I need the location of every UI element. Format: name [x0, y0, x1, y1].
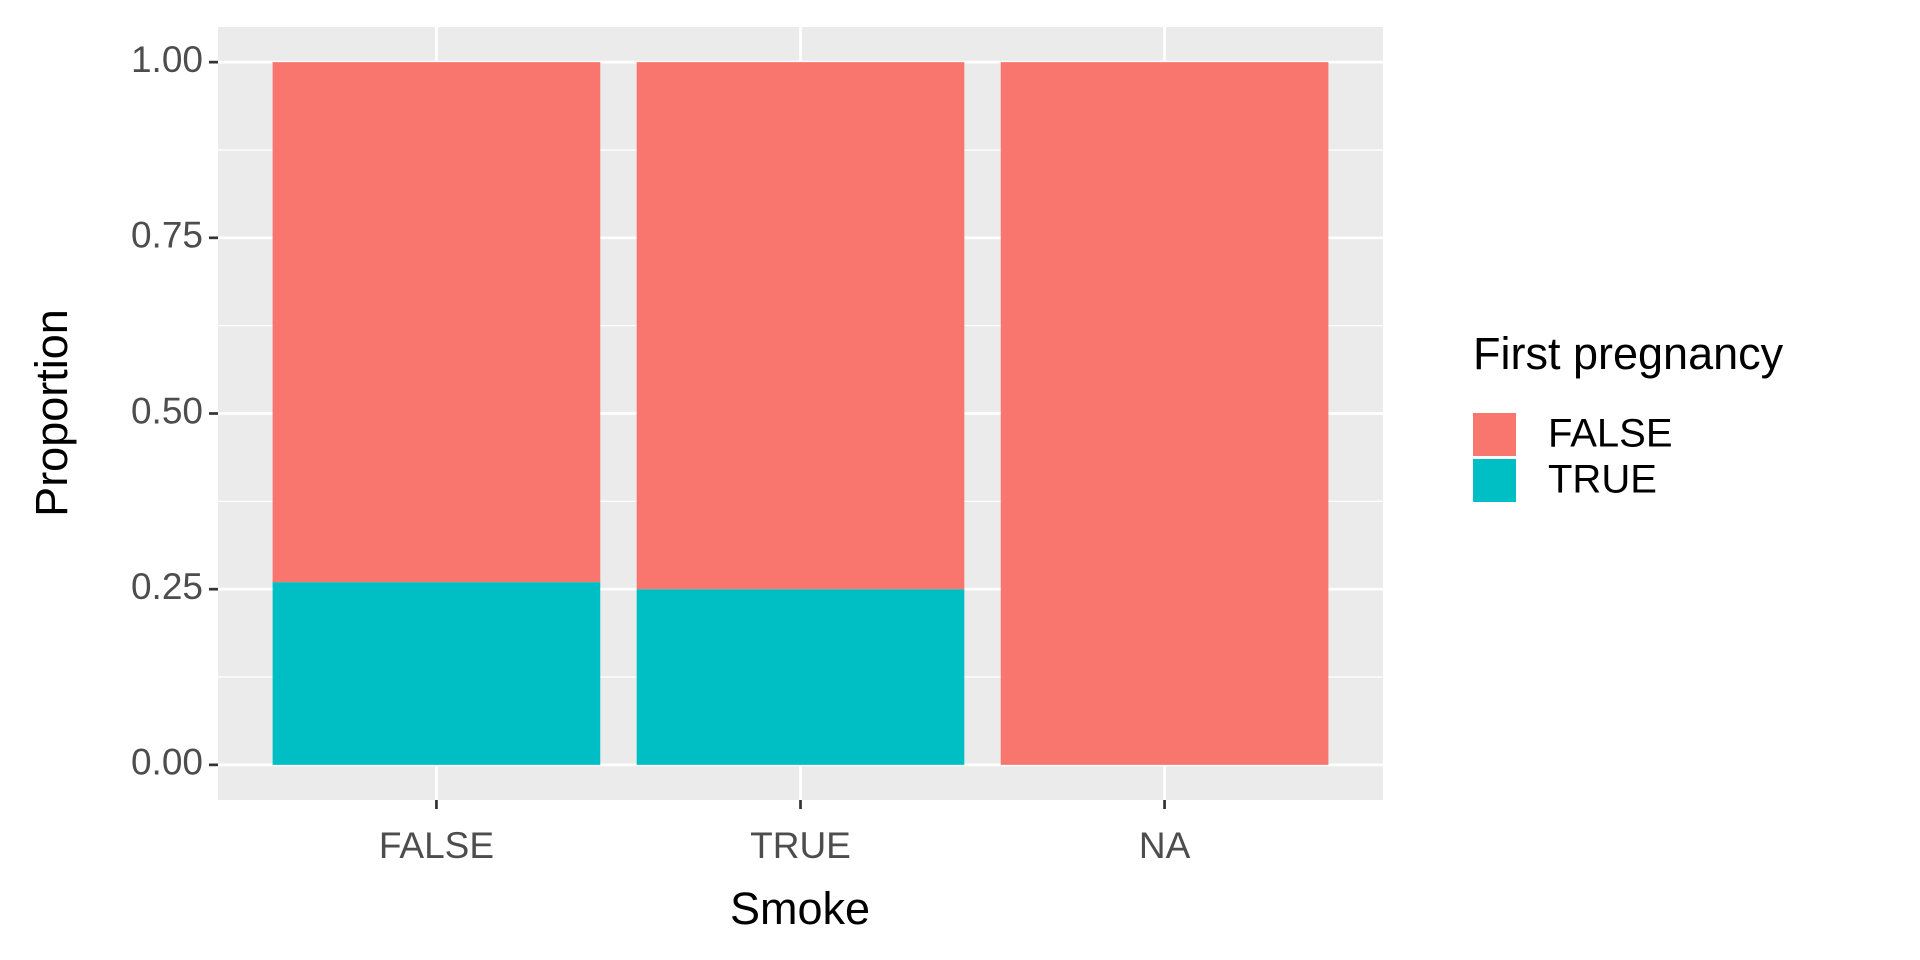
- y-axis-title: Proportion: [26, 309, 77, 517]
- bars: [272, 62, 1329, 765]
- bar-segment: [636, 62, 965, 590]
- bar-segment: [272, 62, 601, 583]
- bar-segment: [1000, 62, 1329, 765]
- x-tick-label: NA: [1139, 825, 1191, 866]
- y-tick-label: 1.00: [131, 39, 203, 80]
- legend-key: [1473, 459, 1516, 502]
- x-axis-title: Smoke: [730, 883, 870, 934]
- y-tick-label: 0.00: [131, 742, 203, 783]
- legend-label: TRUE: [1548, 458, 1657, 502]
- y-tick-label: 0.50: [131, 390, 203, 431]
- bar-segment: [272, 582, 601, 765]
- y-tick-label: 0.75: [131, 215, 203, 256]
- axes: 0.00 0.25 0.50 0.75 1.00 FALSE TRUE NA: [131, 39, 1191, 866]
- legend-key: [1473, 413, 1516, 456]
- y-tick-label: 0.25: [131, 566, 203, 607]
- x-tick-label: TRUE: [750, 825, 851, 866]
- legend-title: First pregnancy: [1473, 328, 1784, 379]
- x-tick-label: FALSE: [379, 825, 494, 866]
- bar-segment: [636, 589, 965, 765]
- legend-label: FALSE: [1548, 412, 1673, 456]
